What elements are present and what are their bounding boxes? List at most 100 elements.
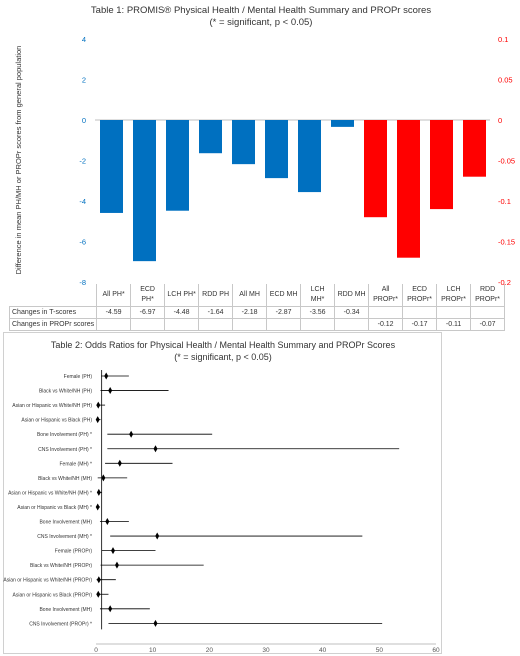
chart1-table-row: Changes in T-scores -4.59 -6.97 -4.48 -1.64-… xyxy=(8,306,506,319)
chart1-category-label: ECD PH* xyxy=(130,284,166,307)
chart1-bar xyxy=(463,120,486,177)
chart2-row-label: Female (MH) * xyxy=(59,461,92,467)
chart1-bar xyxy=(331,120,354,127)
chart1-left-tick-label: -2 xyxy=(79,157,86,166)
chart1-table-cell xyxy=(266,318,302,331)
chart1-left-tick-label: -8 xyxy=(79,278,86,287)
chart2-row-label: Asian or Hispanic vs Black (PH) xyxy=(21,418,92,424)
chart2-x-tick-label: 40 xyxy=(319,647,327,654)
chart2-row-label: Asian or Hispanic vs White/NH (PH) xyxy=(12,403,92,409)
chart2-row-label: Asian or Hispanic vs Black (MH) * xyxy=(17,505,92,511)
chart1-bar xyxy=(298,120,321,193)
chart1-category-label: RDD PROPr* xyxy=(470,284,506,307)
table-corner xyxy=(10,284,97,307)
chart1-bar xyxy=(199,120,222,154)
chart1-right-tick-label: 0.05 xyxy=(498,76,513,85)
chart1-table-cell: -0.07 xyxy=(470,318,506,331)
chart1-table-cell: -0.17 xyxy=(402,318,438,331)
chart2-rows: Female (PH) Black vs White/NH (PH) Asian o… xyxy=(3,370,400,630)
chart1-table-cell: -0.12 xyxy=(368,318,404,331)
chart1-category-row: All PH* ECD PH* LCH PH* RDD PH All MH ECD MH L… xyxy=(10,284,506,307)
chart2-point-estimate xyxy=(114,561,119,569)
chart2-row-label: Asian or Hispanic vs Black (PROPr) xyxy=(13,592,93,598)
chart2-point-estimate xyxy=(155,532,160,540)
chart2-x-ticks: 0 10 20 30 40 50 60 xyxy=(94,647,440,654)
chart2-x-tick-label: 30 xyxy=(262,647,270,654)
chart1-bar xyxy=(166,120,189,211)
chart2-point-estimate xyxy=(108,605,113,613)
chart1-subtitle: (* = significant, p < 0.05) xyxy=(210,17,313,28)
chart1-table-cell: -4.48 xyxy=(164,306,200,319)
chart1-table-row: Changes in PROPr scores -0.12 -0.17 -0.11 -0… xyxy=(8,318,506,331)
chart1-table-cell: -0.34 xyxy=(334,306,370,319)
chart2-panel xyxy=(3,332,442,654)
chart1-table-cell xyxy=(232,318,268,331)
chart1-category-label: LCH MH* xyxy=(300,284,336,307)
chart2-point-estimate xyxy=(153,619,158,627)
chart2-point-estimate xyxy=(105,518,110,525)
chart2-point-estimate xyxy=(96,576,101,584)
chart2-point-estimate xyxy=(96,401,101,409)
chart2-forest-plot: Table 2: Odds Ratios for Physical Health… xyxy=(3,340,440,654)
chart1-left-tick-label: 2 xyxy=(82,76,86,85)
chart1-title: Table 1: PROMIS® Physical Health / Menta… xyxy=(91,5,431,16)
chart1-table-cell: -6.97 xyxy=(130,306,166,319)
chart1-table-cell xyxy=(164,318,200,331)
chart1-left-tick-label: -6 xyxy=(79,238,86,247)
chart1-table-cell xyxy=(96,318,132,331)
chart1-category-label: ECD MH xyxy=(266,284,302,307)
chart2-row-label: Asian or Hispanic vs White/NH (PROPr) xyxy=(3,578,92,584)
chart1-left-tick-label: 0 xyxy=(82,116,86,125)
chart1-bar xyxy=(364,120,387,218)
chart2-row-label: Asian or Hispanic vs White/NH (MH) * xyxy=(8,490,92,496)
chart1-data-table: All PH* ECD PH* LCH PH* RDD PH All MH ECD MH L… xyxy=(8,284,506,331)
chart2-row-label: CNS Involvement (MH) * xyxy=(37,534,92,540)
chart1-ylabel: Difference in mean PH/MH or PROPr scores… xyxy=(14,46,23,275)
chart1-right-tick-label: 0.1 xyxy=(498,35,508,44)
chart1-table-cell xyxy=(130,318,166,331)
chart1-left-axis: 4 2 0 -2 -4 -6 -8 xyxy=(79,35,86,287)
chart1-table-cell: -0.11 xyxy=(436,318,472,331)
chart1-bar xyxy=(265,120,288,179)
chart1-table-cell xyxy=(198,318,234,331)
chart1-table-cell xyxy=(334,318,370,331)
chart2-row-label: Black vs White/NH (PROPr) xyxy=(30,563,92,569)
chart2-point-estimate xyxy=(153,445,158,453)
chart1-table-row-label: Changes in PROPr scores xyxy=(8,318,98,331)
chart1-bar xyxy=(133,120,156,262)
chart1-table-cell xyxy=(368,306,404,319)
chart1-table-cell: -1.64 xyxy=(198,306,234,319)
chart2-row-label: CNS Involvement (PH) * xyxy=(38,447,92,453)
chart2-subtitle: (* = significant, p < 0.05) xyxy=(174,352,272,362)
chart1-category-label: All MH xyxy=(232,284,268,307)
chart1-category-label: LCH PH* xyxy=(164,284,200,307)
chart1-bar xyxy=(232,120,255,165)
chart1-right-tick-label: 0 xyxy=(498,116,502,125)
chart1-table-cell: -2.87 xyxy=(266,306,302,319)
chart2-row-label: Female (PROPr) xyxy=(55,549,93,555)
chart2-row-label: Bone Involvement (PH) * xyxy=(37,432,92,438)
chart1-right-tick-label: -0.2 xyxy=(498,278,511,287)
chart1-category-label: All PH* xyxy=(96,284,132,307)
chart1-category-label: RDD PH xyxy=(198,284,234,307)
chart2-x-tick-label: 50 xyxy=(376,647,384,654)
chart2-point-estimate xyxy=(95,503,100,511)
chart1-table-row-label: Changes in T-scores xyxy=(8,306,98,319)
chart1-right-tick-label: -0.1 xyxy=(498,197,511,206)
chart1-table-cell: -3.56 xyxy=(300,306,336,319)
chart2-point-estimate xyxy=(96,488,101,496)
chart2-point-estimate xyxy=(117,459,122,467)
chart2-title: Table 2: Odds Ratios for Physical Health… xyxy=(51,340,396,350)
chart2-point-estimate xyxy=(108,387,113,395)
chart2-point-estimate xyxy=(129,430,134,438)
chart2-x-tick-label: 60 xyxy=(432,647,440,654)
chart2-row-label: Black vs White/NH (PH) xyxy=(39,389,92,395)
chart2-row-label: Black vs White/NH (MH) xyxy=(38,476,92,482)
chart2-row-label: Bone Involvement (MH) xyxy=(39,607,92,613)
chart2-x-tick-label: 20 xyxy=(206,647,214,654)
chart1-right-tick-label: -0.05 xyxy=(498,157,515,166)
chart1-bar-chart: Table 1: PROMIS® Physical Health / Menta… xyxy=(14,5,515,287)
chart2-point-estimate xyxy=(101,474,106,482)
chart1-right-tick-label: -0.15 xyxy=(498,238,515,247)
